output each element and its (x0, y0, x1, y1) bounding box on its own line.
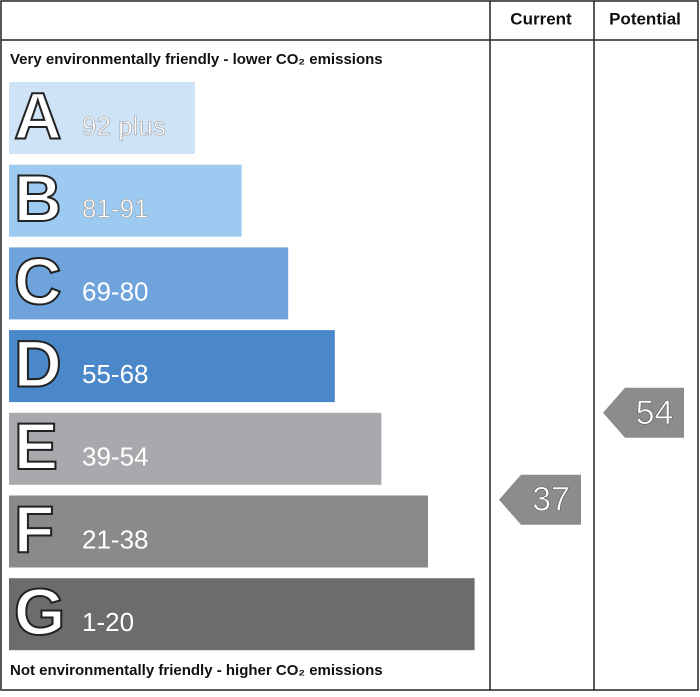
band-bar (9, 82, 195, 154)
band-range: 69-80 (82, 276, 149, 306)
band-bar (9, 164, 242, 237)
band-range: 92 plus (82, 111, 166, 141)
band-range: 55-68 (82, 359, 149, 389)
column-header: Current (510, 9, 572, 28)
band-letter: F (14, 492, 54, 566)
bottom-label: Not environmentally friendly - higher CO… (10, 662, 383, 679)
band-bar (9, 578, 475, 651)
band-letter: E (14, 409, 58, 483)
band-letter: G (14, 575, 65, 649)
band-letter: D (14, 327, 62, 401)
band-bar (9, 247, 289, 320)
band-bar (9, 330, 335, 403)
rating-arrow (499, 474, 581, 525)
band-letter: A (14, 78, 62, 152)
rating-value: 54 (636, 394, 674, 432)
band-bar (9, 495, 428, 568)
band-range: 39-54 (82, 442, 149, 472)
band-letter: C (14, 244, 62, 318)
band-range: 81-91 (82, 194, 149, 224)
band-letter: B (14, 161, 62, 235)
rating-arrow (603, 387, 684, 438)
band-range: 21-38 (82, 524, 149, 554)
band-range: 1-20 (82, 607, 134, 637)
band-bar (9, 412, 382, 485)
rating-value: 37 (532, 481, 570, 519)
top-label: Very environmentally friendly - lower CO… (10, 51, 383, 68)
column-header: Potential (609, 9, 681, 28)
